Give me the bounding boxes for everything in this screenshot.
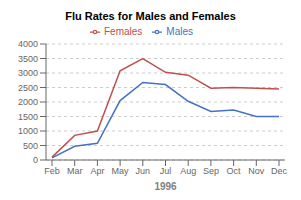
svg-text:2500: 2500 — [18, 83, 38, 93]
svg-text:Dec: Dec — [271, 166, 288, 176]
svg-text:1996: 1996 — [154, 181, 177, 192]
svg-text:May: May — [112, 166, 130, 176]
svg-text:Sep: Sep — [203, 166, 219, 176]
svg-text:3000: 3000 — [18, 68, 38, 78]
svg-text:Feb: Feb — [44, 166, 60, 176]
html-text:Males: Males — [166, 26, 193, 37]
svg-text:Apr: Apr — [90, 166, 104, 176]
svg-text:3500: 3500 — [18, 54, 38, 64]
svg-text:0: 0 — [33, 155, 38, 165]
svg-text:1000: 1000 — [18, 126, 38, 136]
svg-text:Jul: Jul — [160, 166, 172, 176]
svg-text:Nov: Nov — [248, 166, 265, 176]
svg-text:Jun: Jun — [136, 166, 151, 176]
html-text:Flu Rates for Males and Female: Flu Rates for Males and Females — [65, 10, 236, 22]
svg-text:Mar: Mar — [67, 166, 83, 176]
svg-text:Aug: Aug — [180, 166, 196, 176]
svg-text:500: 500 — [23, 141, 38, 151]
svg-text:1500: 1500 — [18, 112, 38, 122]
html-text:Females: Females — [104, 26, 143, 37]
svg-text:2000: 2000 — [18, 97, 38, 107]
svg-text:Oct: Oct — [227, 166, 242, 176]
svg-text:4000: 4000 — [18, 39, 38, 49]
